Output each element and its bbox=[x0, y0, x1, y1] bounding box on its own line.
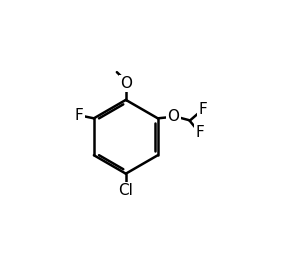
Text: O: O bbox=[120, 76, 132, 91]
Text: F: F bbox=[198, 102, 207, 117]
Text: F: F bbox=[75, 109, 84, 124]
Text: F: F bbox=[196, 125, 204, 140]
Text: Cl: Cl bbox=[118, 183, 133, 198]
Text: O: O bbox=[167, 109, 179, 124]
